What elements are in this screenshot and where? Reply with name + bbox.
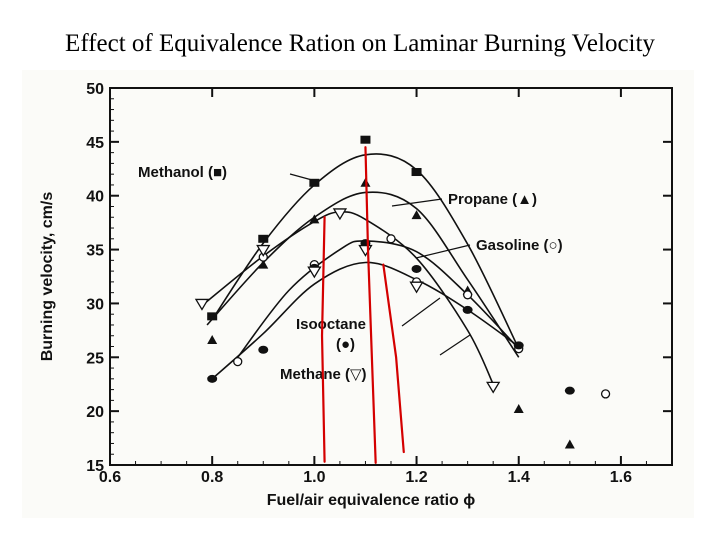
- x-tick-label: 1.4: [508, 469, 530, 486]
- methane-point: [194, 298, 210, 311]
- y-tick-label: 40: [86, 189, 104, 206]
- scanned-figure-background: [22, 70, 694, 518]
- gasoline-label: Gasoline (○): [476, 237, 563, 254]
- methanol-label: Methanol (■): [138, 164, 227, 181]
- x-tick-label: 1.2: [405, 469, 427, 486]
- gasoline-point: [462, 290, 473, 300]
- propane-pointer: [391, 198, 443, 207]
- isooctane-point: [207, 374, 218, 383]
- isooctane-point: [411, 264, 422, 273]
- methanol-point: [360, 135, 371, 144]
- red-overlay-line: [364, 146, 377, 464]
- x-tick-label: 1.0: [303, 469, 325, 486]
- isooctane-point: [513, 341, 524, 350]
- propane-label: Propane (▲): [448, 191, 537, 208]
- x-tick-label: 1.6: [610, 469, 632, 486]
- methane-point: [409, 281, 424, 294]
- x-tick-label: 0.8: [201, 469, 223, 486]
- methane-point: [307, 266, 322, 279]
- series-annotations: Methanol (■) Propane (▲) Gasoline (○) Isooc…: [138, 164, 563, 383]
- red-overlay-line: [320, 216, 326, 463]
- red-overlay-lines: [320, 146, 405, 464]
- y-tick-label: 20: [86, 404, 104, 421]
- gasoline-point: [386, 234, 396, 244]
- methanol-point: [207, 312, 218, 321]
- plot-border: [109, 87, 673, 466]
- propane-point: [207, 335, 218, 345]
- methanol-point: [411, 168, 422, 177]
- propane-point: [258, 259, 269, 269]
- methanol-point: [309, 178, 320, 187]
- gasoline-point: [600, 389, 611, 399]
- propane-point: [309, 214, 320, 224]
- methane-pointer: [439, 334, 471, 356]
- isooctane-point: [462, 305, 473, 314]
- isooctane-label: Isooctane (●): [296, 316, 366, 353]
- y-tick-label: 25: [86, 350, 104, 367]
- isooctane-pointer: [401, 297, 441, 327]
- isooctane-point: [564, 386, 575, 395]
- gasoline-pointer: [415, 244, 471, 259]
- methane-point: [358, 244, 373, 257]
- y-tick-label: 30: [86, 296, 104, 313]
- plot-frame: [109, 87, 673, 466]
- methane-point: [256, 244, 271, 257]
- methanol-point: [258, 234, 269, 243]
- y-tick-label: 45: [86, 135, 104, 152]
- y-tick-label: 35: [86, 243, 104, 260]
- gasoline-point: [233, 356, 243, 367]
- data-markers: [194, 135, 611, 449]
- x-axis-label: Fuel/air equivalence ratio ϕ: [267, 492, 476, 509]
- gasoline-curve: [237, 240, 520, 358]
- y-tick-label: 50: [86, 81, 104, 98]
- methane-point: [486, 381, 501, 394]
- isooctane-point: [258, 345, 269, 354]
- x-tick-label: 0.6: [99, 469, 121, 486]
- slide-title: Effect of Equivalence Ration on Laminar …: [65, 30, 655, 57]
- fit-curves: [201, 153, 520, 385]
- red-overlay-line: [382, 263, 405, 454]
- propane-point: [411, 210, 422, 220]
- propane-point: [513, 403, 524, 413]
- y-axis-label: Burning velocity, cm/s: [39, 192, 56, 362]
- methane-point: [332, 208, 348, 221]
- axis-ticks: 15 20 25 30 35 40 45 50 0.6 0.8 1.0 1.2 1.4 1.6: [86, 81, 672, 486]
- y-tick-label: 15: [86, 458, 104, 475]
- propane-point: [564, 439, 575, 449]
- methanol-pointer: [289, 173, 313, 181]
